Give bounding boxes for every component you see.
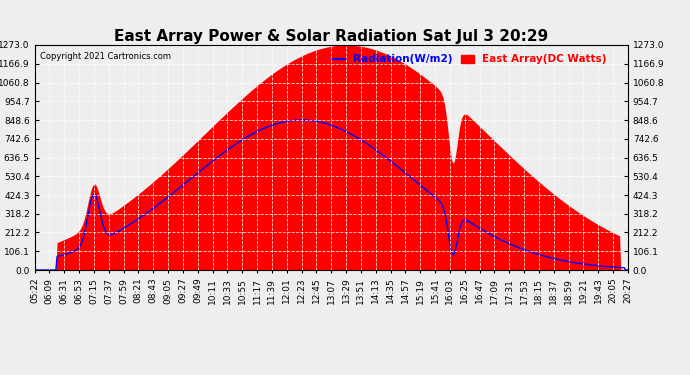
- Text: Copyright 2021 Cartronics.com: Copyright 2021 Cartronics.com: [41, 52, 171, 61]
- Legend: Radiation(W/m2), East Array(DC Watts): Radiation(W/m2), East Array(DC Watts): [328, 50, 611, 69]
- Title: East Array Power & Solar Radiation Sat Jul 3 20:29: East Array Power & Solar Radiation Sat J…: [114, 29, 549, 44]
